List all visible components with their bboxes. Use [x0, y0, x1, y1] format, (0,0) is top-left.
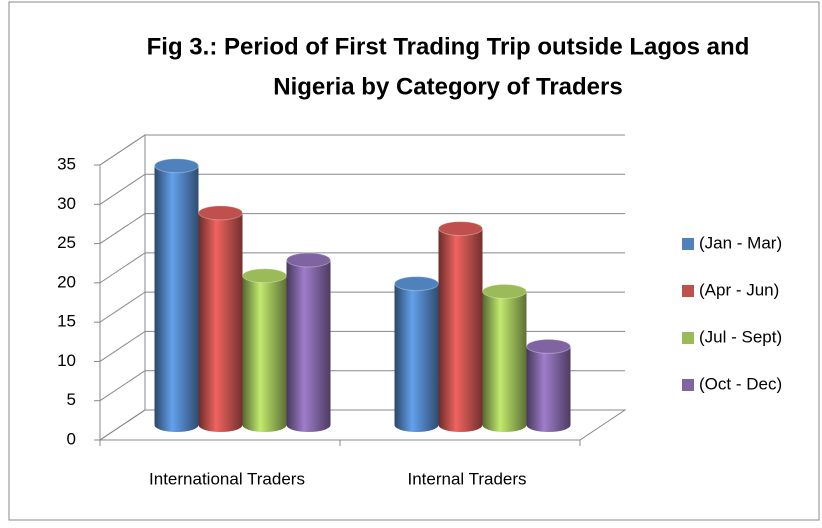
- y-tick-label: 30: [57, 194, 76, 213]
- bar: [154, 165, 199, 432]
- y-tick-label: 0: [67, 429, 76, 448]
- x-tick-label: International Traders: [149, 469, 305, 488]
- chart-title: Fig 3.: Period of First Trading Trip out…: [147, 33, 750, 60]
- bar-top: [482, 283, 527, 299]
- legend-label: (Jul - Sept): [699, 327, 782, 346]
- legend-label: (Jan - Mar): [699, 233, 782, 252]
- bar-top: [286, 252, 331, 268]
- grid-line: [99, 291, 146, 323]
- bar: [242, 275, 287, 432]
- legend-label: (Oct - Dec): [699, 374, 782, 393]
- bar: [394, 283, 439, 432]
- legend-swatch: [682, 332, 694, 344]
- y-tick-label: 10: [57, 351, 76, 370]
- grid-line: [99, 331, 146, 362]
- legend-swatch: [682, 379, 694, 391]
- bar: [286, 260, 331, 432]
- bar-top: [154, 158, 199, 174]
- bar: [438, 228, 483, 432]
- grid-line: [99, 134, 146, 166]
- bar-top: [438, 221, 483, 237]
- legend-swatch: [682, 285, 694, 297]
- y-tick-label: 15: [57, 312, 76, 331]
- bar-top: [526, 338, 571, 354]
- bar: [526, 346, 571, 432]
- bar: [482, 291, 527, 432]
- grid-line: [99, 173, 146, 205]
- bar-top: [242, 268, 287, 284]
- bar-top: [198, 205, 243, 221]
- legend-swatch: [682, 238, 694, 250]
- y-tick-label: 35: [57, 154, 76, 173]
- y-tick-label: 20: [57, 272, 76, 291]
- y-tick-label: 25: [57, 233, 76, 252]
- chart-border: [8, 1, 820, 521]
- grid-line: [99, 252, 146, 284]
- x-tick-label: Internal Traders: [407, 469, 526, 488]
- bar: [198, 212, 243, 432]
- chart-title: Nigeria by Category of Traders: [273, 73, 622, 100]
- grid-line: [99, 409, 146, 441]
- y-tick-label: 5: [67, 390, 76, 409]
- grid-line: [99, 370, 146, 402]
- grid-line: [99, 213, 146, 244]
- legend-label: (Apr - Jun): [699, 280, 779, 299]
- bar-top: [394, 276, 439, 292]
